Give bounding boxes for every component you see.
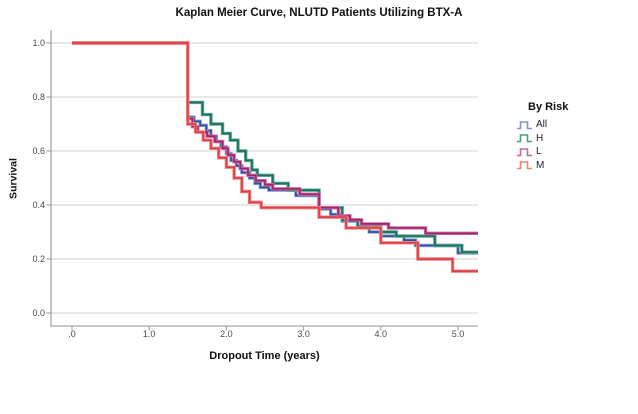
- legend-item-label-h: H: [536, 132, 544, 144]
- km-curve-m: [72, 42, 478, 272]
- y-tick-label: 0.4: [32, 199, 45, 210]
- y-tick-label: 1.0: [32, 37, 45, 48]
- legend-title: By Risk: [528, 101, 569, 113]
- legend-item-m: M: [516, 159, 568, 173]
- plot-frame: [50, 30, 478, 327]
- x-tick-label: 2.0: [220, 329, 233, 339]
- y-axis-label: Survival: [7, 158, 20, 199]
- km-curve-all: [72, 42, 478, 254]
- x-tick-label: 3.0: [297, 329, 310, 339]
- h-series-swatch-icon: [517, 134, 532, 143]
- y-tick-label: 0.2: [32, 253, 45, 264]
- legend: By Risk All H L M: [516, 101, 568, 172]
- x-axis-label: Dropout Time (years): [209, 350, 320, 362]
- km-curve-h: [72, 42, 478, 254]
- km-curve-halo-all: [72, 41, 478, 255]
- legend-item-h: H: [516, 132, 568, 146]
- m-series-swatch-icon: [517, 161, 532, 170]
- y-tick-label: 0.8: [32, 91, 45, 102]
- chart-title: Kaplan Meier Curve, NLUTD Patients Utili…: [175, 7, 463, 19]
- x-tick-label: .0: [68, 329, 76, 339]
- y-tick-label: 0.6: [32, 145, 45, 156]
- legend-item-l: L: [516, 145, 568, 159]
- x-tick-label: 5.0: [451, 329, 465, 339]
- km-curve-l: [72, 42, 478, 235]
- legend-item-label-all: All: [536, 119, 548, 131]
- y-tick-label: 0.0: [32, 307, 45, 318]
- x-tick-label: 1.0: [142, 329, 156, 339]
- x-tick-label: 4.0: [374, 329, 388, 339]
- legend-item-label-l: L: [536, 146, 542, 158]
- legend-item-label-m: M: [536, 159, 545, 171]
- km-curve-halo-h: [72, 41, 478, 254]
- all-series-swatch-icon: [517, 120, 532, 130]
- legend-item-all: All: [516, 118, 568, 132]
- l-series-swatch-icon: [517, 147, 532, 157]
